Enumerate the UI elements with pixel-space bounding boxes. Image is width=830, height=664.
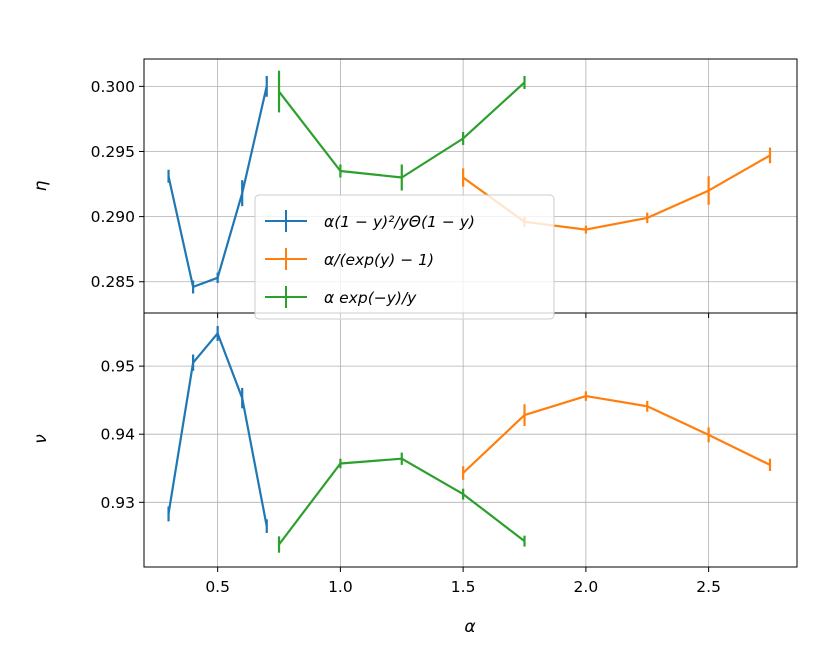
series-line-1-2 <box>278 457 526 546</box>
ytick-label-0-2: 0.295 <box>91 143 135 161</box>
ytick-label-1-0: 0.93 <box>100 494 135 512</box>
legend-entry-0: α(1 − y)²/yΘ(1 − y) <box>265 210 475 232</box>
legend-label-0: α(1 − y)²/yΘ(1 − y) <box>324 213 475 231</box>
legend-label-1: α/(exp(y) − 1) <box>324 251 434 269</box>
xtick-label-1: 1.0 <box>328 578 353 596</box>
xtick-label-3: 2.0 <box>574 578 599 596</box>
ytick-label-1-2: 0.95 <box>100 358 135 376</box>
legend-entry-1: α/(exp(y) − 1) <box>265 248 434 270</box>
ytick-label-0-1: 0.290 <box>91 208 135 226</box>
series-line-1-1 <box>462 395 771 474</box>
legend-box <box>254 194 555 320</box>
xtick-label-4: 2.5 <box>696 578 721 596</box>
xtick-label-0: 0.5 <box>205 578 230 596</box>
ytick-label-1-1: 0.94 <box>100 426 135 444</box>
ytick-label-0-0: 0.285 <box>91 273 135 291</box>
xtick-label-2: 1.5 <box>451 578 476 596</box>
y-axis-label-bottom: ν <box>31 434 51 444</box>
tick-layer: 0.285 0.290 0.295 0.300 0.93 0.94 0.95 0.5 1.0 1.… <box>91 78 721 596</box>
legend-entry-2: α exp(−y)/y <box>265 286 417 308</box>
axes-frame-1 <box>143 312 798 568</box>
legend-label-2: α exp(−y)/y <box>324 289 417 307</box>
series-line-0-2 <box>278 81 526 179</box>
legend: α(1 − y)²/yΘ(1 − y) α/(exp(y) − 1) α exp… <box>254 194 555 320</box>
y-axis-label-top: η <box>31 180 51 191</box>
ytick-label-0-3: 0.300 <box>91 78 135 96</box>
x-axis-label: α <box>464 617 475 637</box>
